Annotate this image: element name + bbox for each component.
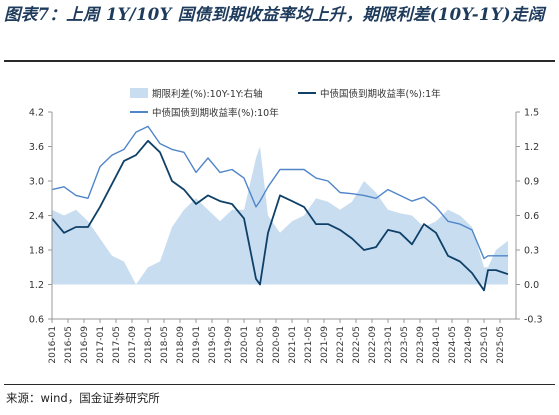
x-tick-label: 2016-05: [64, 326, 74, 364]
legend-label-1y: 中债国债到期收益率(%):1年: [320, 88, 441, 100]
y-tick-label-left: 4.2: [29, 108, 44, 119]
y-tick-label-left: 0.6: [29, 315, 44, 326]
y-tick-label-right: 0.9: [524, 177, 539, 188]
lines-layer: [51, 125, 509, 292]
x-tick-label: 2021-09: [320, 326, 330, 364]
x-tick-label: 2019-09: [224, 326, 234, 364]
source-divider: [4, 384, 555, 385]
legend: 期限利差(%):10Y-1Y:右轴 中债国债到期收益率(%):1年 中债国债到期…: [130, 88, 441, 119]
x-tick-label: 2017-05: [112, 326, 122, 364]
x-tick-label: 2024-01: [432, 326, 442, 364]
spread-area-layer: [52, 146, 508, 285]
x-tick-label: 2018-01: [144, 326, 154, 364]
y-tick-label-right: -0.3: [524, 315, 543, 326]
plot-area: 4.2 3.6 3.0 2.4 1.8 1.2 0.6 1.5 1.2 0.9 0.6 0.3 0.0 -…: [29, 108, 543, 364]
legend-label-10y: 中债国债到期收益率(%):10年: [152, 107, 279, 119]
x-tick-label: 2022-05: [352, 326, 362, 364]
y-tick-label-left: 2.4: [29, 211, 44, 222]
x-tick-label: 2017-01: [96, 326, 106, 364]
x-tick-label: 2021-01: [288, 326, 298, 364]
x-tick-label: 2022-09: [368, 326, 378, 364]
y-tick-label-left: 3.6: [29, 142, 44, 153]
x-tick-label: 2024-09: [464, 326, 474, 364]
source-note: 来源：wind，国金证券研究所: [6, 391, 160, 405]
y-tick-label-right: 1.5: [524, 108, 539, 119]
x-tick-label: 2019-05: [208, 326, 218, 364]
x-tick-label: 2022-01: [336, 326, 346, 364]
title-divider: [4, 60, 555, 62]
x-tick-label: 2025-01: [480, 326, 490, 364]
x-tick-label: 2020-01: [240, 326, 250, 364]
legend-label-spread: 期限利差(%):10Y-1Y:右轴: [152, 88, 263, 100]
chart-title: 图表7：上周 1Y/10Y 国债到期收益率均上升，期限利差(10Y-1Y)走阔: [4, 5, 545, 24]
y-tick-label-right: 0.0: [524, 280, 539, 291]
series-1y-line: [51, 139, 509, 292]
x-tick-label: 2017-09: [128, 326, 138, 364]
y-tick-label-left: 1.2: [29, 280, 44, 291]
x-tick-label: 2019-01: [192, 326, 202, 364]
y-tick-label-left: 3.0: [29, 177, 44, 188]
chart: 期限利差(%):10Y-1Y:右轴 中债国债到期收益率(%):1年 中债国债到期…: [29, 88, 543, 364]
x-tick-label: 2020-09: [272, 326, 282, 364]
x-tick-label: 2025-05: [496, 326, 506, 364]
y-tick-label-right: 0.6: [524, 211, 539, 222]
x-tick-label: 2020-05: [256, 326, 266, 364]
y-tick-label-right: 0.3: [524, 246, 539, 257]
y-tick-label-left: 1.8: [29, 246, 44, 257]
x-tick-label: 2016-01: [48, 326, 58, 364]
x-tick-label: 2018-05: [160, 326, 170, 364]
x-tick-label: 2023-01: [384, 326, 394, 364]
x-tick-label: 2021-05: [304, 326, 314, 364]
x-tick-label: 2018-09: [176, 326, 186, 364]
y-tick-label-right: 1.2: [524, 142, 539, 153]
x-tick-label: 2016-09: [80, 326, 90, 364]
x-tick-label: 2023-09: [416, 326, 426, 364]
legend-swatch-spread: [130, 88, 148, 98]
x-tick-label: 2024-05: [448, 326, 458, 364]
x-tick-label: 2023-05: [400, 326, 410, 364]
axes-layer: 4.2 3.6 3.0 2.4 1.8 1.2 0.6 1.5 1.2 0.9 0.6 0.3 0.0 -…: [29, 108, 543, 364]
series-spread-area: [52, 146, 508, 285]
series-10y-line: [51, 125, 508, 260]
